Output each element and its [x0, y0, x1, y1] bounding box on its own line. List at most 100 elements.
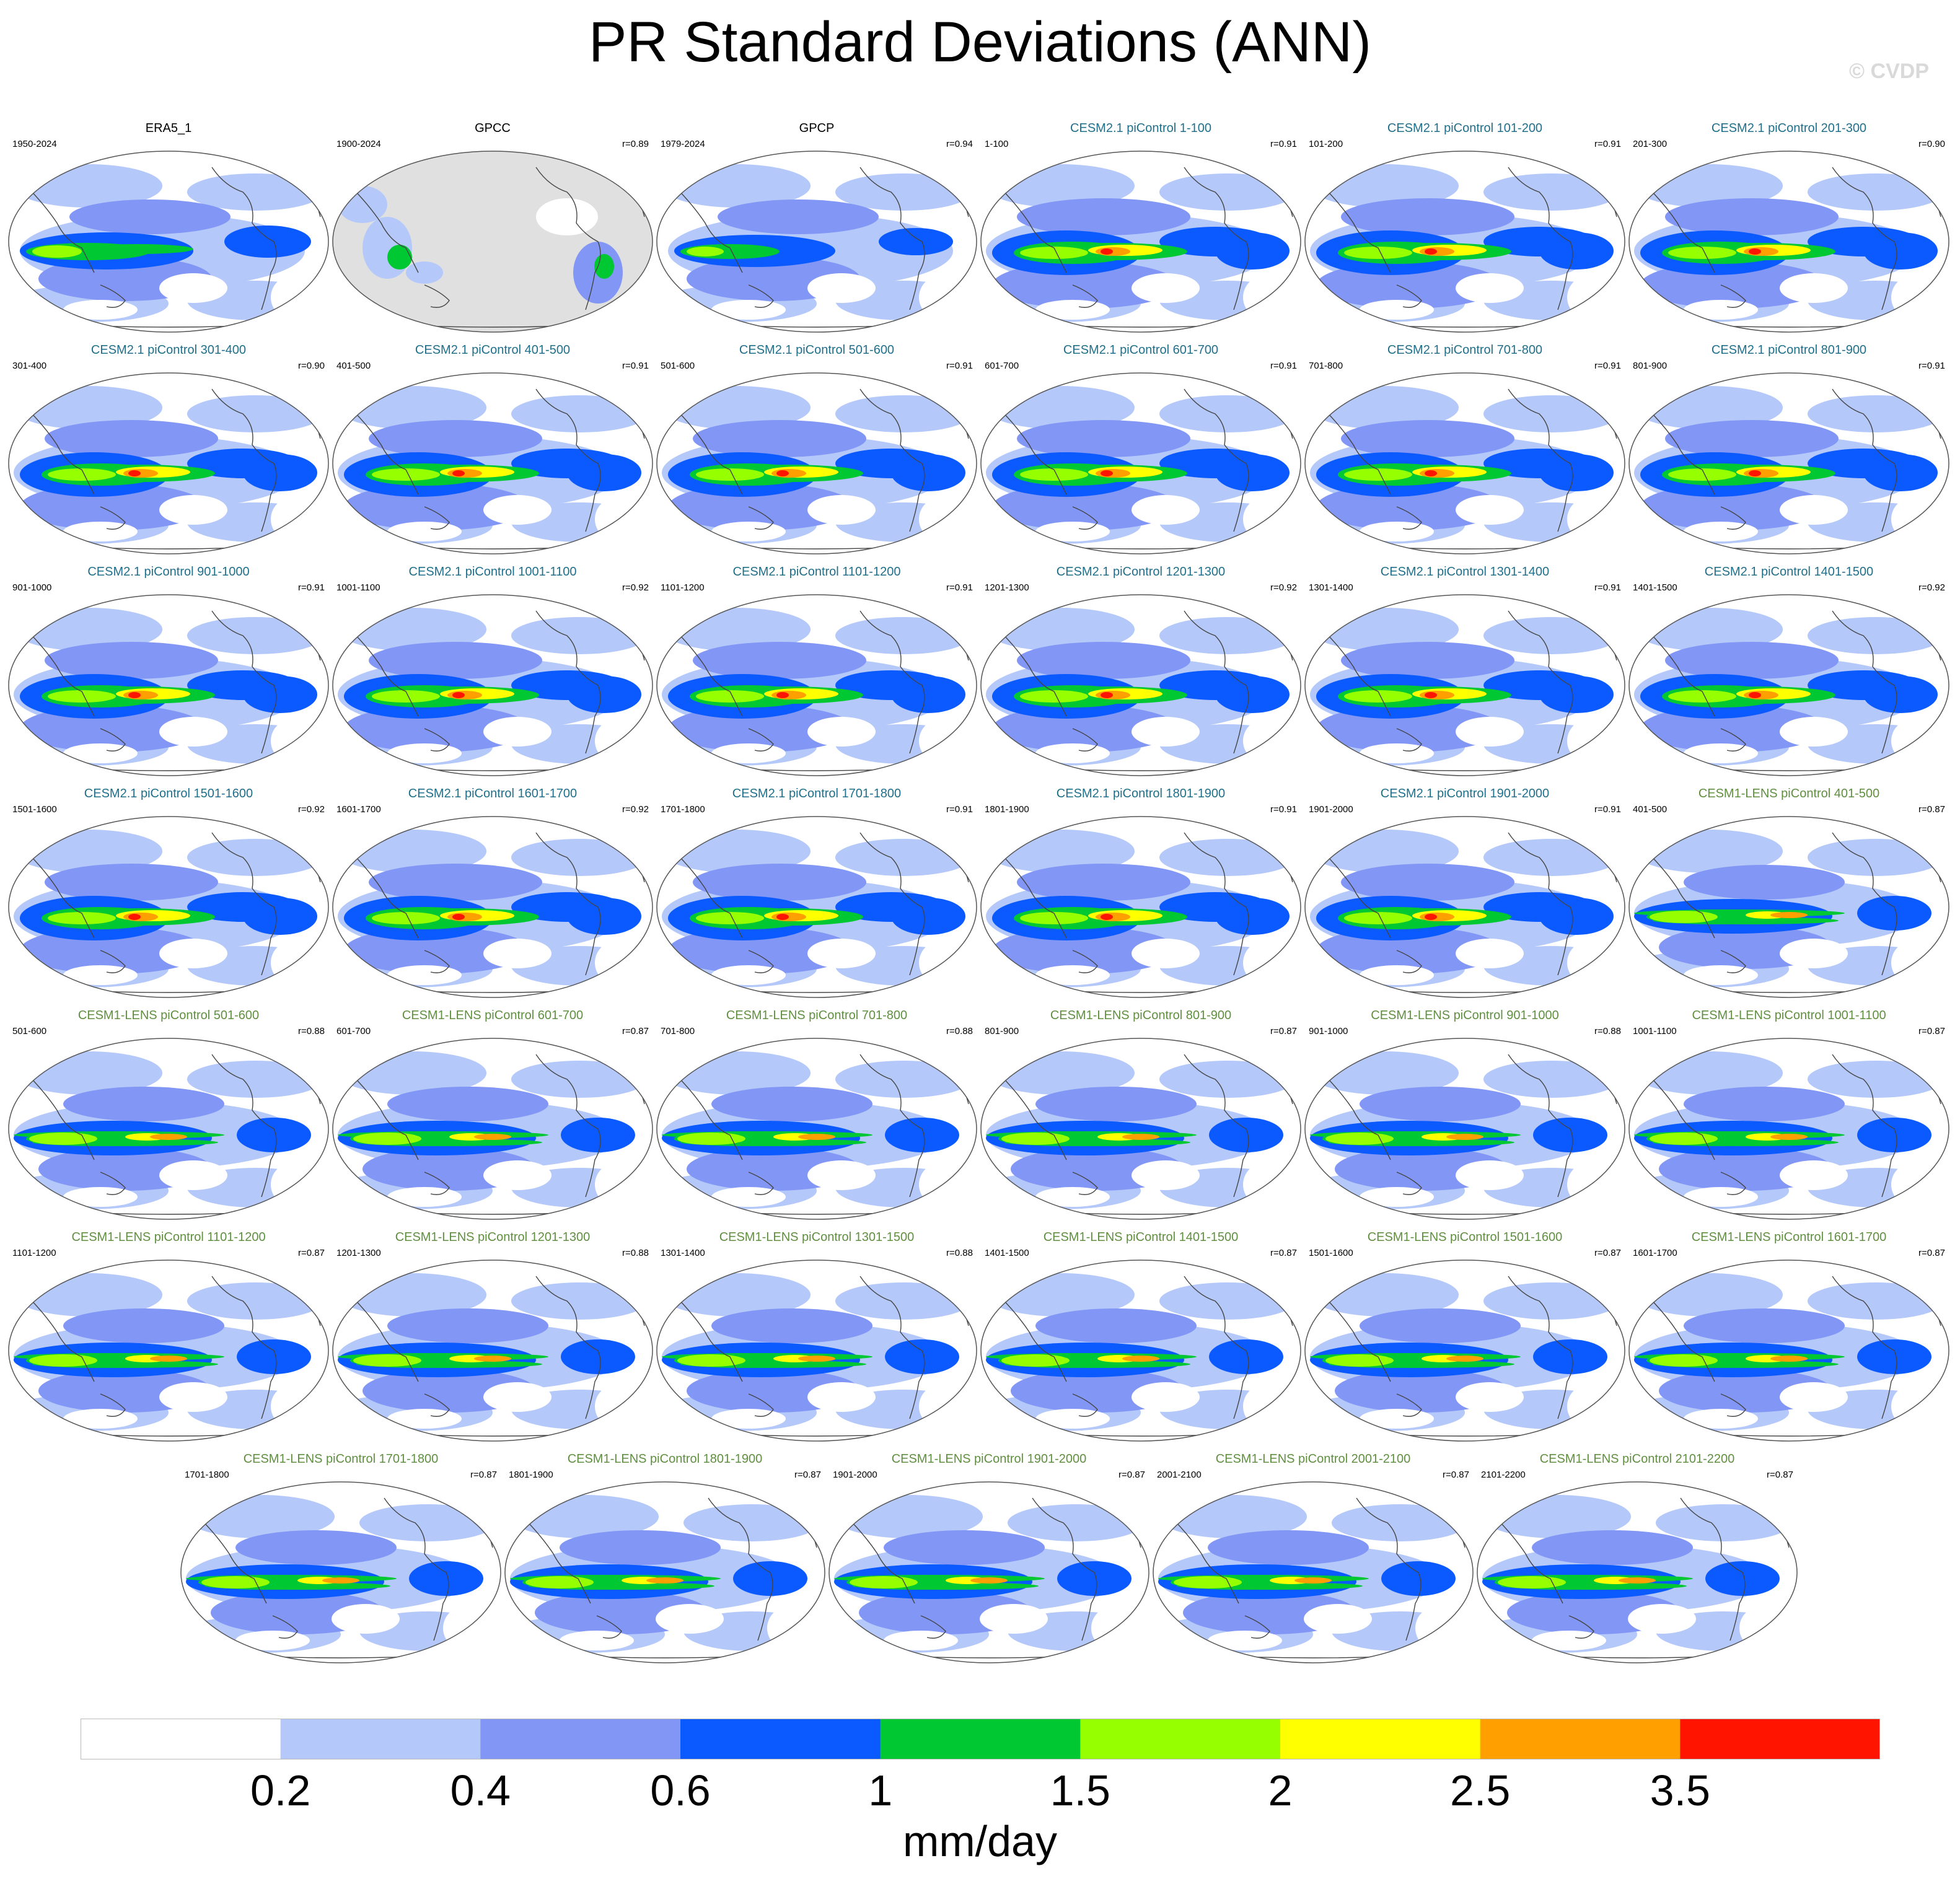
precip-contour [1017, 198, 1190, 235]
dry-zone [1243, 719, 1286, 763]
dry-zone [387, 743, 462, 763]
panel-period: 201-300 [1633, 139, 1668, 149]
precip-contour [677, 1133, 745, 1145]
dry-zone [1035, 743, 1110, 763]
precip-contour [1020, 912, 1088, 924]
precip-contour [1341, 642, 1514, 679]
coastline [1646, 1072, 1715, 1160]
panel-period: 1901-2000 [833, 1470, 877, 1480]
dry-zone [1132, 495, 1200, 525]
precip-contour [1215, 676, 1290, 713]
colorbar-tick-label: 2.5 [1450, 1766, 1511, 1815]
precip-contour [32, 245, 82, 258]
globe-map [8, 1038, 329, 1220]
precip-contour [561, 1339, 635, 1374]
precip-contour [1344, 912, 1412, 924]
precip-contour [1650, 911, 1718, 923]
coastline [1508, 610, 1573, 754]
globe-outline [332, 816, 653, 998]
map-panel: CESM2.1 piControl 1601-1700 1601-1700 r=0.… [332, 787, 654, 1009]
coastline [1322, 407, 1391, 495]
globe-map [656, 594, 977, 776]
globe-outline [180, 1481, 501, 1663]
coastline [1720, 1393, 1746, 1417]
panel-period: 401-500 [336, 361, 371, 371]
globe-outline [1477, 1481, 1798, 1663]
precip-contour [1705, 1561, 1780, 1596]
map-panel: ERA5_1 1950-2024 [7, 121, 330, 343]
panel-correlation: r=0.88 [622, 1248, 649, 1258]
precip-contour [235, 1530, 397, 1565]
coastline [25, 185, 95, 273]
panel-correlation: r=0.87 [1443, 1470, 1469, 1480]
dry-zone [1684, 965, 1758, 985]
dry-zone [807, 1160, 876, 1190]
panel-period: 1301-1400 [661, 1248, 705, 1258]
panel-title: CESM2.1 piControl 1701-1800 [732, 787, 902, 800]
globe-map [656, 372, 977, 554]
coastline [424, 728, 450, 751]
globe-map [1304, 594, 1625, 776]
figure-title: PR Standard Deviations (ANN) [589, 11, 1371, 74]
coastline [1170, 1516, 1239, 1604]
precip-contour [891, 676, 965, 713]
map-panel: CESM2.1 piControl 1201-1300 1201-1300 r=0.… [980, 565, 1302, 787]
precip-contour [696, 468, 764, 481]
map-panel: CESM1-LENS piControl 1101-1200 1101-1200 r… [7, 1230, 330, 1452]
dry-zone [1684, 1409, 1758, 1429]
panel-correlation: r=0.87 [470, 1470, 497, 1480]
dry-zone [1532, 1631, 1606, 1650]
precip-contour [452, 692, 465, 698]
map-panel: CESM1-LENS piControl 601-700 601-700 r=0.8… [332, 1009, 654, 1230]
globe-outline [1304, 1260, 1625, 1442]
globe-map [656, 816, 977, 998]
precip-contour [1863, 676, 1938, 713]
precip-contour [243, 898, 317, 935]
coastline [596, 1615, 622, 1639]
precip-contour [45, 420, 218, 457]
map-panel: CESM1-LENS piControl 1501-1600 1501-1600 r… [1304, 1230, 1626, 1452]
dry-zone [271, 941, 314, 984]
dry-zone [919, 719, 962, 763]
dry-zone [1567, 1163, 1611, 1206]
globe-outline [504, 1481, 825, 1663]
coastline [535, 1054, 601, 1198]
globe-map [8, 372, 329, 554]
dry-zone [63, 1187, 138, 1207]
precip-contour [48, 912, 116, 924]
dry-zone [1780, 717, 1848, 747]
coastline [1184, 832, 1249, 976]
precip-contour [150, 1134, 187, 1140]
dry-zone [1243, 1163, 1286, 1206]
precip-contour [1425, 914, 1437, 920]
coastline [1072, 506, 1098, 530]
precip-contour [885, 1339, 959, 1374]
precip-contour [798, 1134, 835, 1140]
dry-zone [595, 497, 638, 541]
precip-contour [1665, 420, 1839, 457]
panel-period: 1501-1600 [1309, 1248, 1353, 1258]
panel-period: 1950-2024 [12, 139, 57, 149]
precip-contour [525, 1576, 594, 1588]
globe-map [8, 151, 329, 333]
globe-outline [656, 151, 977, 333]
colorbar-tick-label: 1.5 [1050, 1766, 1110, 1815]
coastline [748, 1393, 774, 1417]
globe-outline [980, 816, 1301, 998]
dry-zone [807, 273, 876, 303]
precip-contour [1650, 1133, 1718, 1145]
coastline [846, 1516, 915, 1604]
dry-zone [387, 965, 462, 985]
coastline [1322, 185, 1391, 273]
globe-map [656, 151, 977, 333]
coastline [998, 1294, 1067, 1382]
precip-contour [693, 420, 866, 457]
coastline [1494, 1516, 1563, 1604]
panel-period: 1601-1700 [336, 804, 381, 815]
globe-map [8, 816, 329, 998]
precip-contour [224, 226, 311, 258]
colorbar-segment [1280, 1719, 1481, 1759]
dry-zone [159, 717, 227, 747]
precip-contour [1684, 865, 1845, 900]
panel-title: CESM2.1 piControl 1601-1700 [408, 787, 578, 800]
